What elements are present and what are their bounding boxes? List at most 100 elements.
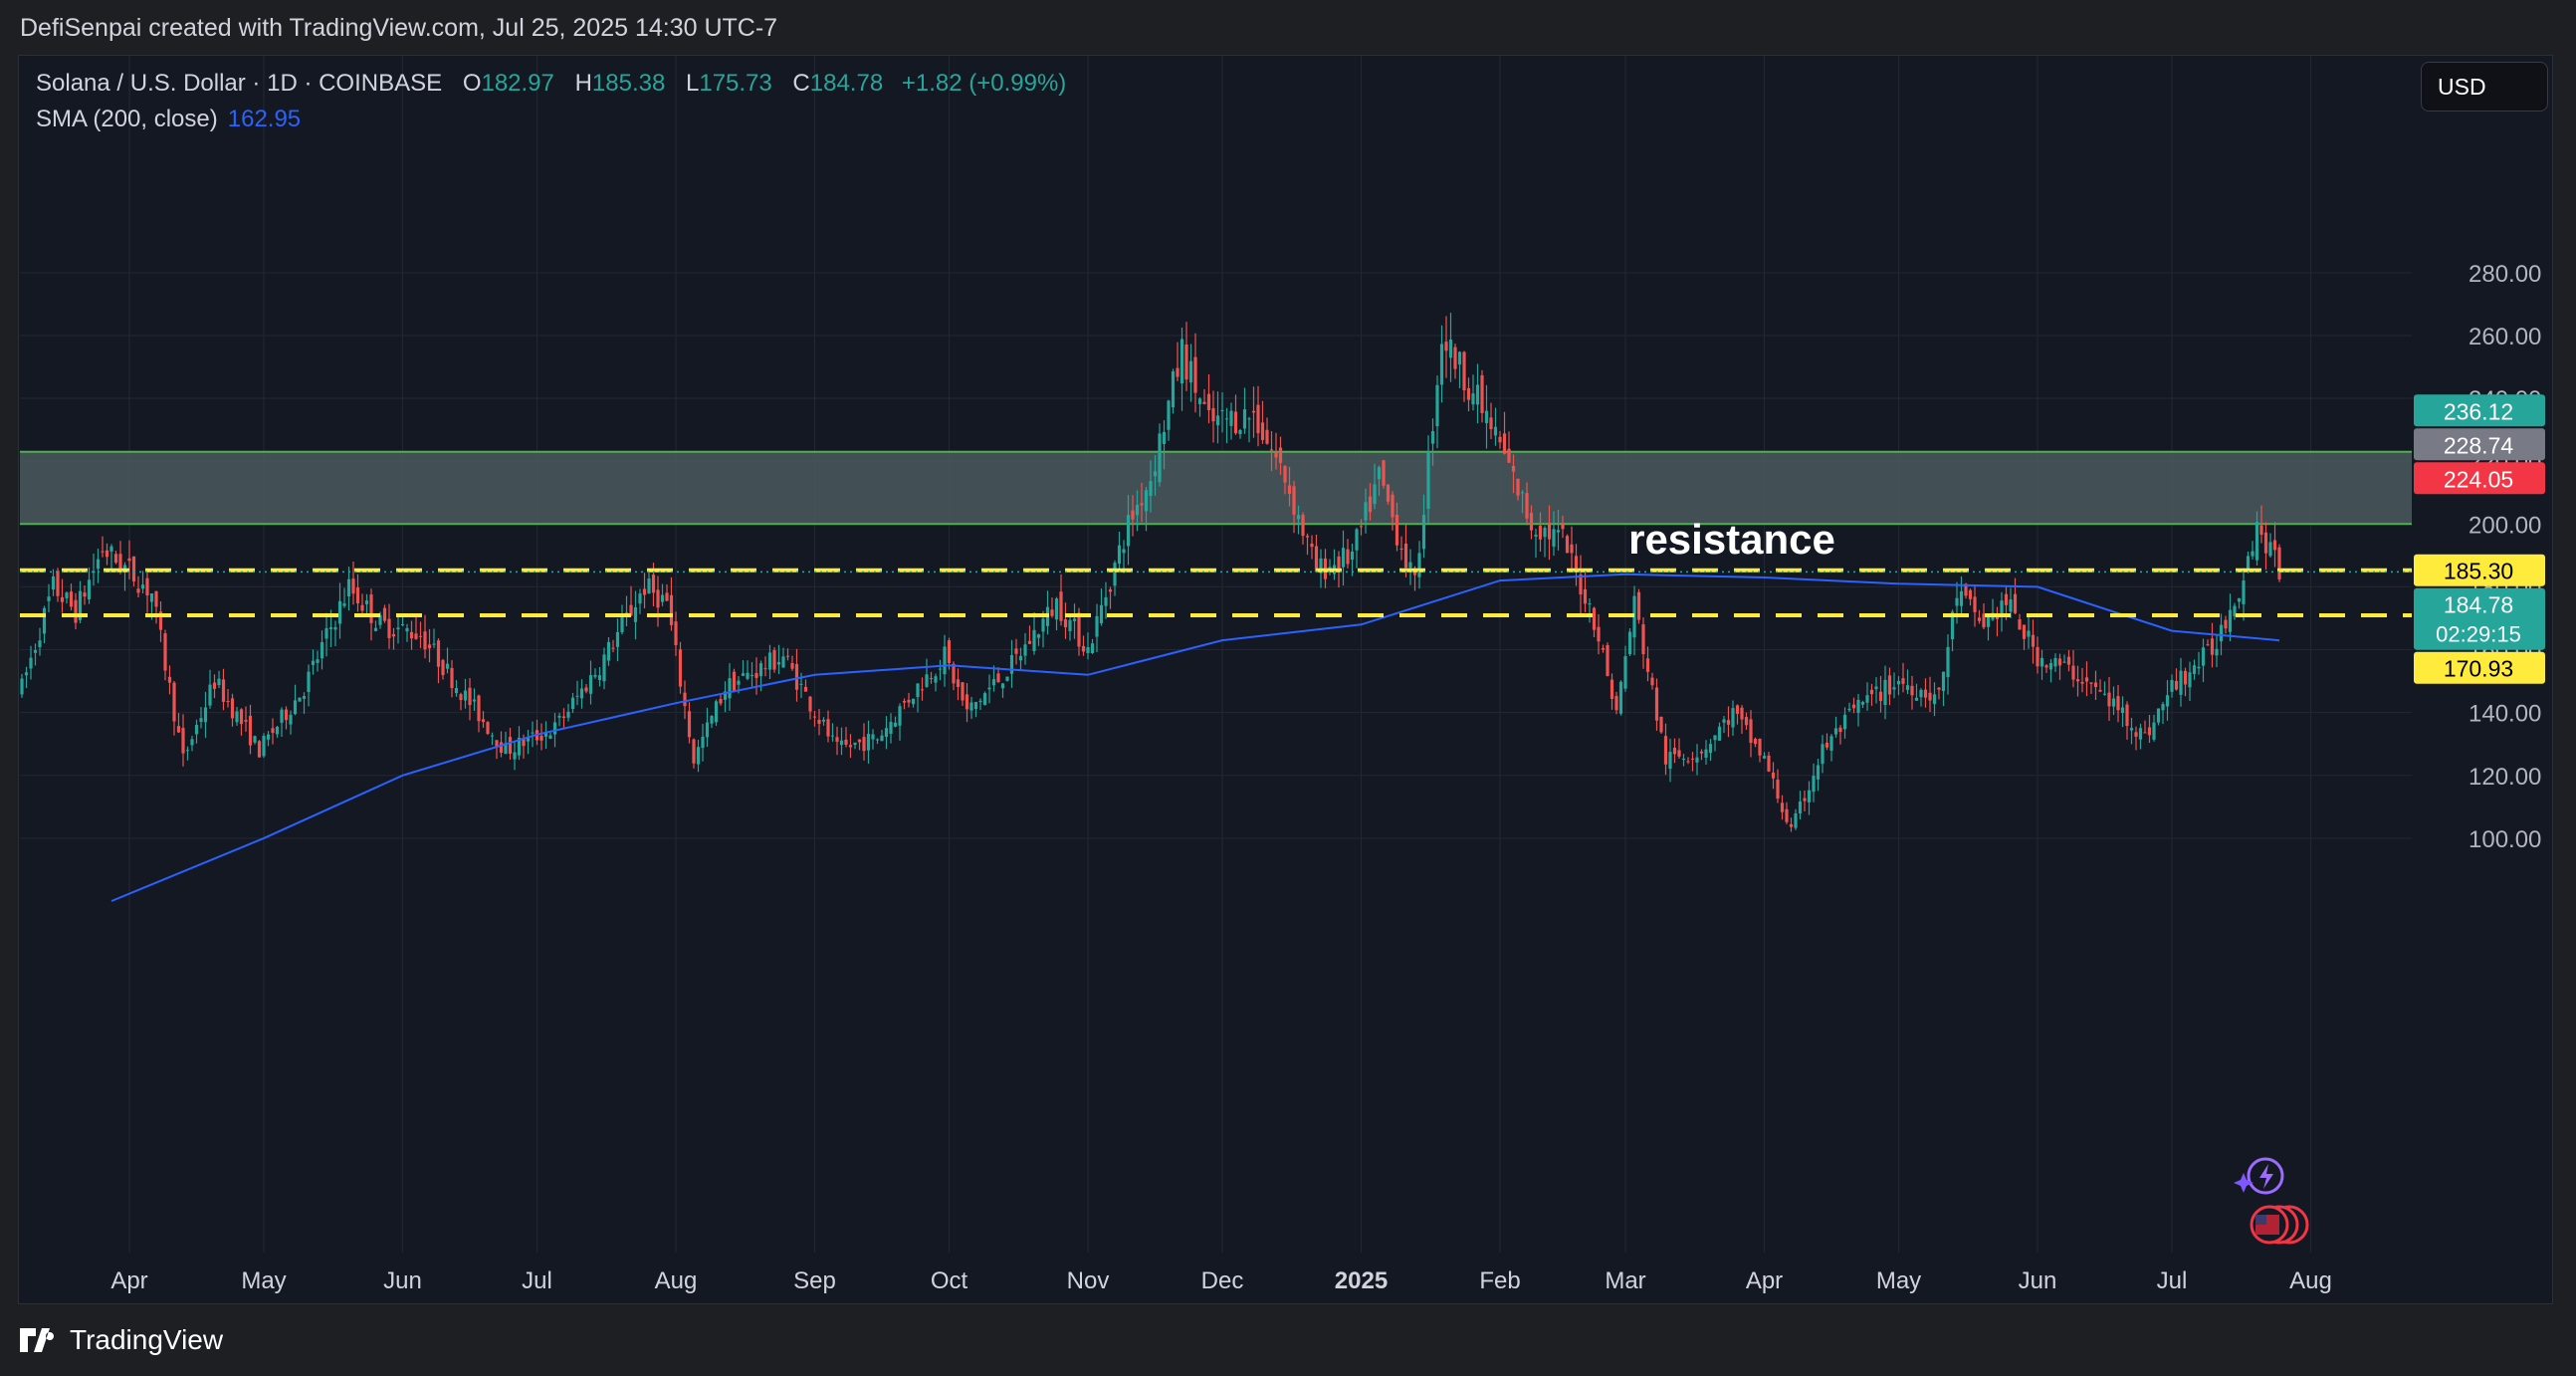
candle-body — [1086, 647, 1090, 653]
candle-body — [271, 728, 275, 734]
candle-body — [1305, 536, 1310, 538]
candle-body — [1821, 744, 1825, 765]
candle-body — [1704, 749, 1708, 758]
y-tick-label: 120.00 — [2469, 764, 2541, 791]
candle-body — [642, 588, 647, 595]
candle-body — [2237, 597, 2242, 602]
candle-body — [889, 721, 893, 734]
candle-body — [1391, 494, 1395, 518]
candle-body — [1193, 356, 1197, 393]
chart-panel[interactable] — [18, 55, 2553, 1304]
candle-body — [911, 698, 916, 705]
candle-body — [925, 674, 929, 687]
currency-button[interactable]: USD — [2421, 62, 2548, 112]
high-label: H — [574, 70, 592, 97]
candle-body — [790, 662, 794, 669]
candle-body — [2183, 670, 2188, 685]
candle-body — [20, 678, 24, 695]
candle-body — [561, 716, 566, 719]
candle-body — [1892, 687, 1896, 690]
candle-body — [1081, 645, 1086, 652]
candle-body — [1932, 694, 1937, 704]
candle-body — [1036, 634, 1041, 638]
candle-body — [337, 600, 342, 624]
candle-body — [1489, 417, 1493, 430]
candle-body — [1466, 387, 1471, 400]
candle-body — [158, 611, 163, 630]
candle-body — [996, 673, 1000, 683]
resistance-label: resistance — [1628, 516, 1835, 563]
candle-body — [1471, 393, 1475, 405]
candle-body — [2107, 692, 2111, 707]
candle-body — [1041, 618, 1045, 632]
candle-body — [1803, 798, 1807, 802]
candle-body — [1905, 685, 1910, 690]
open-label: O — [462, 70, 482, 97]
candle-body — [570, 697, 575, 710]
candle-body — [230, 698, 235, 719]
candle-body — [235, 711, 239, 723]
candle-body — [1686, 761, 1690, 763]
candle-body — [1507, 448, 1511, 463]
candle-body — [1955, 597, 1959, 606]
candle-body — [1663, 736, 1668, 765]
candle-body — [1000, 683, 1005, 689]
candle-body — [342, 603, 346, 606]
candle-body — [1382, 460, 1386, 486]
candles-group — [20, 313, 2281, 832]
candle-body — [969, 702, 973, 711]
candle-body — [450, 667, 454, 689]
candle-body — [611, 647, 615, 649]
candle-body — [991, 679, 996, 686]
candle-body — [2018, 619, 2022, 630]
candle-body — [409, 631, 414, 639]
candle-body — [405, 627, 409, 632]
candle-body — [60, 596, 65, 602]
price-label-badge — [2414, 462, 2545, 495]
candle-body — [1359, 526, 1364, 528]
candle-body — [289, 714, 293, 725]
candle-body — [1077, 612, 1081, 647]
candle-body — [83, 592, 87, 597]
candle-body — [1731, 708, 1735, 728]
candle-body — [1355, 529, 1359, 551]
candle-body — [280, 709, 284, 723]
candle-body — [208, 684, 212, 706]
candle-body — [746, 672, 750, 679]
candle-body — [1027, 640, 1032, 644]
candle-body — [1059, 591, 1063, 621]
candle-body — [181, 728, 185, 754]
candle-body — [1242, 409, 1247, 429]
candle-body — [1995, 615, 2000, 619]
candle-body — [2201, 647, 2206, 666]
candle-body — [275, 726, 280, 735]
candle-body — [1180, 339, 1184, 384]
candle-body — [714, 701, 719, 723]
candle-body — [1296, 515, 1301, 520]
candle-body — [2080, 681, 2084, 684]
candle-body — [1677, 750, 1681, 757]
candle-body — [1878, 691, 1883, 702]
x-tick-label: Apr — [1746, 1267, 1783, 1294]
candle-body — [2188, 672, 2192, 688]
price-label-badge — [2414, 394, 2545, 427]
candle-body — [2251, 551, 2254, 557]
candle-body — [2066, 656, 2071, 665]
candle-body — [1986, 616, 1991, 627]
candle-body — [620, 617, 624, 633]
candle-body — [2013, 593, 2018, 613]
candle-body — [1565, 536, 1570, 554]
candle-body — [2125, 704, 2129, 727]
candle-body — [1812, 776, 1816, 793]
candle-body — [1206, 393, 1211, 411]
candle-body — [1386, 484, 1391, 502]
candle-body — [1287, 485, 1292, 494]
candle-body — [987, 687, 991, 690]
candle-body — [952, 663, 956, 684]
candle-body — [2179, 670, 2183, 695]
candle-body — [1099, 604, 1104, 623]
candle-body — [1162, 431, 1167, 444]
tradingview-logo[interactable]: TradingView — [20, 1324, 223, 1356]
candle-body — [459, 694, 463, 701]
